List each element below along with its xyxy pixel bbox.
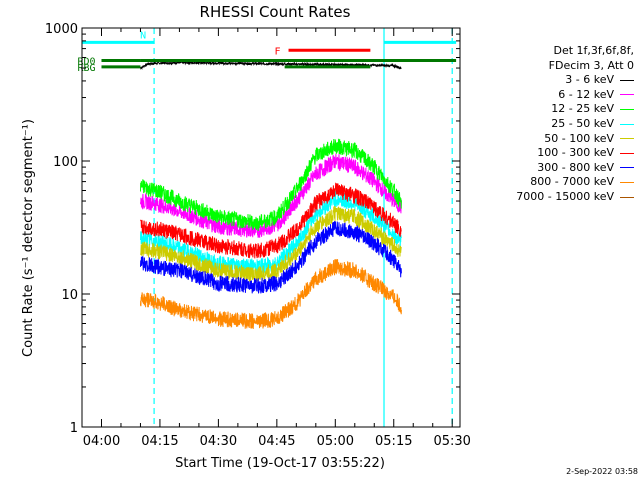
y-tick-label: 1000 — [45, 22, 78, 37]
legend-label: 50 - 100 keV — [544, 131, 614, 145]
x-tick-label: 05:15 — [375, 434, 412, 449]
flag-label: RD0 — [77, 56, 95, 67]
legend-swatch — [620, 167, 634, 169]
legend-entry: 6 - 12 keV — [558, 88, 634, 101]
legend-entry: 12 - 25 keV — [551, 102, 634, 115]
x-tick-label: 04:45 — [258, 434, 295, 449]
series-line — [140, 153, 402, 238]
legend-swatch — [620, 94, 634, 96]
series-line — [140, 138, 402, 231]
legend-entry: 3 - 6 keV — [565, 73, 634, 86]
legend-label: FDecim 3, Att 0 — [548, 58, 634, 72]
generated-timestamp: 2-Sep-2022 03:58 — [566, 467, 638, 476]
legend-header: FDecim 3, Att 0 — [549, 59, 634, 72]
series-line — [140, 220, 402, 294]
series-lines — [140, 59, 402, 330]
legend-label: Det 1f,3f,6f,8f, — [553, 44, 634, 57]
legend-label: 100 - 300 keV — [537, 146, 614, 160]
legend-entry: 25 - 50 keV — [551, 117, 634, 130]
legend-entry: 100 - 300 keV — [537, 146, 634, 159]
chart-title: RHESSI Count Rates — [200, 3, 351, 21]
legend-swatch — [620, 123, 634, 125]
y-axis-label: Count Rate (s⁻¹ detector segment⁻¹) — [21, 119, 36, 357]
flag-label: RBG — [77, 63, 95, 74]
legend-swatch — [620, 181, 634, 183]
legend-entry: 300 - 800 keV — [537, 161, 634, 174]
y-tick-label: 1 — [70, 421, 78, 436]
legend-label: 7000 - 15000 keV — [516, 190, 614, 203]
legend-label: 12 - 25 keV — [551, 102, 614, 116]
x-tick-label: 04:00 — [83, 434, 120, 449]
legend-swatch — [620, 79, 634, 81]
x-tick-label: 05:00 — [317, 434, 354, 449]
legend-swatch — [620, 152, 634, 154]
x-axis-label: Start Time (19-Oct-17 03:55:22) — [175, 456, 385, 471]
legend-label: 800 - 7000 keV — [530, 175, 614, 189]
legend-label: 300 - 800 keV — [537, 160, 614, 174]
flag-label: F — [275, 46, 281, 57]
x-tick-label: 04:30 — [200, 434, 237, 449]
series-line — [140, 182, 402, 259]
legend-label: 25 - 50 keV — [551, 117, 614, 130]
y-tick-label: 100 — [53, 155, 78, 170]
x-tick-label: 05:30 — [433, 434, 470, 449]
flag-label: N — [140, 30, 146, 41]
legend-entry: 800 - 7000 keV — [530, 175, 634, 188]
y-tick-label: 10 — [61, 288, 78, 303]
legend-label: 3 - 6 keV — [565, 73, 614, 87]
legend-header: Det 1f,3f,6f,8f, — [553, 44, 634, 57]
legend-swatch — [620, 138, 634, 140]
legend-label: 6 - 12 keV — [558, 87, 614, 101]
legend-entry: 50 - 100 keV — [544, 132, 634, 145]
x-tick-label: 04:15 — [141, 434, 178, 449]
plot-frame — [81, 27, 461, 428]
legend-swatch — [620, 108, 634, 110]
legend-entry: 7000 - 15000 keV — [516, 190, 634, 203]
legend-swatch — [620, 196, 634, 198]
axes: 1 10 100 1000 04:00 04:15 04:30 04:45 05:00 05:15… — [45, 22, 471, 449]
vertical-markers — [153, 28, 453, 427]
series-line — [140, 258, 402, 330]
